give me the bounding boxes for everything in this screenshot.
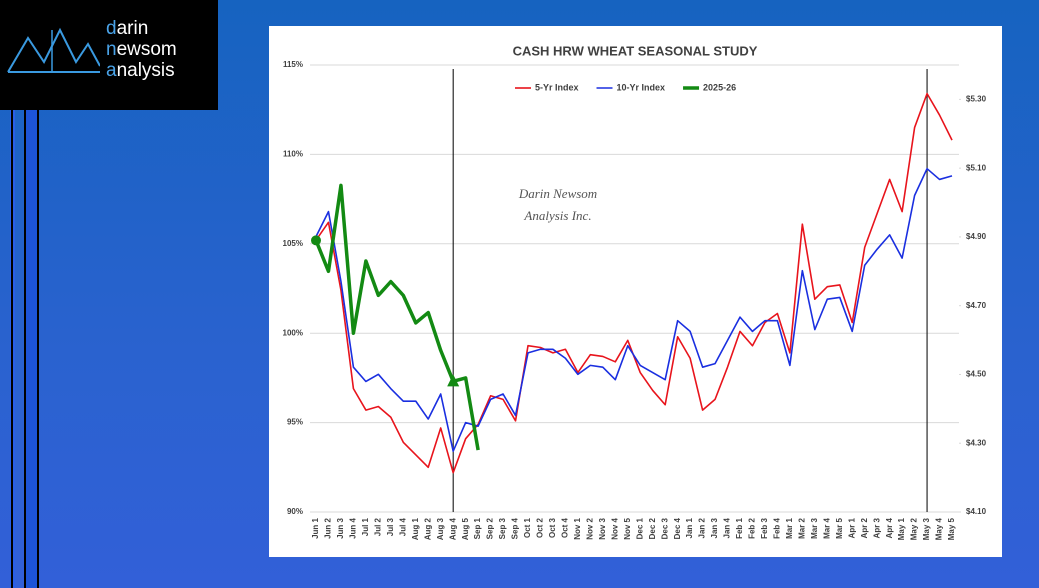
x-tick-label: Aug 2 (423, 517, 432, 540)
chart-panel: CASH HRW WHEAT SEASONAL STUDY Darin News… (269, 26, 1002, 557)
legend-label: 10-Yr Index (617, 82, 666, 92)
logo-word: darin (106, 18, 149, 39)
y-tick-label: 100% (283, 328, 303, 337)
x-tick-label: May 1 (897, 517, 906, 540)
y2-tick-label: $4.90 (966, 232, 987, 241)
y2-tick-label: $4.70 (966, 301, 987, 310)
x-tick-label: Nov 4 (610, 517, 619, 539)
x-tick-label: Jul 3 (386, 517, 395, 536)
x-tick-label: Oct 4 (561, 517, 570, 538)
x-tick-label: Mar 2 (797, 517, 806, 538)
x-tick-label: Jul 1 (361, 517, 370, 536)
x-tick-label: Sep 3 (498, 517, 507, 539)
x-tick-label: Nov 2 (585, 517, 594, 539)
x-tick-label: Sep 2 (486, 517, 495, 539)
y-tick-label: 115% (283, 60, 303, 69)
x-tick-label: Feb 3 (760, 517, 769, 538)
x-tick-label: Dec 2 (648, 517, 657, 539)
y2-tick-label: $5.10 (966, 163, 987, 172)
x-tick-label: Oct 1 (523, 517, 532, 538)
x-tick-label: Aug 3 (436, 517, 445, 540)
start-marker (311, 235, 321, 246)
logo-icon (7, 27, 100, 73)
x-tick-label: Aug 4 (448, 517, 457, 540)
x-tick-label: Sep 1 (473, 517, 482, 539)
y-tick-label: 105% (283, 239, 303, 248)
x-tick-label: Jan 4 (723, 517, 732, 538)
x-tick-label: Jan 3 (710, 517, 719, 538)
x-tick-label: Mar 4 (822, 517, 831, 538)
x-tick-label: Jun 4 (349, 517, 358, 538)
x-tick-label: Nov 1 (573, 517, 582, 539)
x-tick-label: Sep 4 (511, 517, 520, 539)
x-tick-label: Nov 3 (598, 517, 607, 539)
x-tick-label: Oct 2 (536, 517, 545, 538)
chart: CASH HRW WHEAT SEASONAL STUDY Darin News… (283, 43, 987, 540)
x-tick-label: Dec 1 (635, 517, 644, 539)
y2-tick-label: $5.30 (966, 94, 987, 103)
x-tick-label: Apr 2 (860, 517, 869, 538)
x-tick-label: Aug 1 (411, 517, 420, 540)
triangle-marker (447, 374, 460, 387)
stripe (24, 110, 38, 588)
watermark: Darin Newsom (518, 186, 597, 201)
x-tick-label: Feb 1 (735, 517, 744, 538)
y-tick-label: 95% (287, 418, 303, 427)
series-line (315, 167, 953, 453)
y-tick-label: 90% (287, 507, 303, 516)
x-tick-label: Dec 3 (660, 517, 669, 539)
logo-text: darin newsom analysis (106, 18, 177, 81)
x-tick-label: Oct 3 (548, 517, 557, 538)
x-tick-label: Mar 3 (810, 517, 819, 538)
series-line (315, 92, 953, 474)
x-tick-label: Jul 2 (373, 517, 382, 536)
series-line (314, 183, 480, 451)
x-tick-label: Aug 5 (461, 517, 470, 540)
logo: darin newsom analysis (0, 0, 218, 110)
y2-tick-label: $4.30 (966, 438, 987, 447)
y2-tick-label: $4.50 (966, 370, 987, 379)
x-tick-label: Jan 1 (685, 517, 694, 538)
x-tick-label: Apr 3 (872, 517, 881, 538)
x-tick-label: Jun 2 (324, 517, 333, 538)
watermark: Analysis Inc. (523, 208, 591, 223)
x-tick-label: Dec 4 (673, 517, 682, 539)
x-tick-label: Jun 1 (311, 517, 320, 538)
x-tick-label: May 3 (922, 517, 931, 540)
x-tick-label: Jun 3 (336, 517, 345, 538)
logo-word: newsom (106, 39, 177, 60)
x-tick-label: May 4 (935, 517, 944, 540)
legend-label: 5-Yr Index (535, 82, 579, 92)
x-tick-label: May 2 (910, 517, 919, 540)
y2-tick-label: $4.10 (966, 507, 987, 516)
x-tick-label: Mar 5 (835, 517, 844, 538)
chart-title: CASH HRW WHEAT SEASONAL STUDY (513, 43, 758, 58)
x-tick-label: Jul 4 (398, 517, 407, 536)
y-tick-label: 110% (283, 150, 303, 159)
legend-label: 2025-26 (703, 82, 736, 92)
x-tick-label: Apr 4 (885, 517, 894, 538)
x-tick-label: Nov 5 (623, 517, 632, 539)
x-tick-label: Jan 2 (698, 517, 707, 538)
x-tick-label: Apr 1 (847, 517, 856, 538)
x-tick-label: Mar 1 (785, 517, 794, 538)
x-tick-label: Feb 4 (773, 517, 782, 538)
logo-word: analysis (106, 60, 175, 81)
x-tick-label: Feb 2 (748, 517, 757, 538)
x-tick-label: May 5 (947, 517, 956, 540)
